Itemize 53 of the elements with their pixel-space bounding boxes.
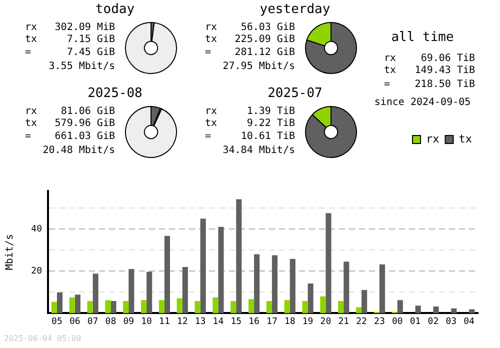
text: tx 149.43 TiB (384, 65, 475, 76)
text: rx 1.39 TiB (205, 106, 295, 117)
x-tick-label: 12 (176, 316, 188, 327)
text: rx 69.06 TiB (384, 53, 475, 64)
x-tick-label: 19 (302, 316, 314, 327)
text: tx 7.15 GiB (25, 34, 115, 45)
x-tick-label: 07 (87, 316, 98, 327)
x-tick-label: 10 (141, 316, 152, 327)
x-tick-label: 09 (123, 316, 134, 327)
text: = 7.45 GiB (25, 47, 115, 58)
text: all time (390, 30, 455, 45)
text: rx 302.09 MiB (25, 22, 115, 33)
x-tick-label: 08 (105, 316, 116, 327)
text: = 218.50 TiB (384, 79, 475, 90)
x-tick-label: 23 (374, 316, 385, 327)
chart-title: today (94, 2, 136, 17)
chart-title: 2025-08 (86, 86, 144, 101)
text: tx 9.22 TiB (205, 118, 295, 129)
text: tx 579.96 GiB (25, 118, 115, 129)
x-tick-label: 02 (428, 316, 439, 327)
x-tick-label: 11 (159, 316, 170, 327)
y-axis-title: Mbit/s (4, 234, 16, 270)
x-tick-label: 03 (446, 316, 457, 327)
x-tick-label: 04 (464, 316, 474, 327)
y-tick-label: 40 (31, 224, 42, 234)
x-tick-label: 20 (320, 316, 332, 327)
legend-label: rx (426, 132, 440, 146)
x-tick-label: 17 (266, 316, 278, 327)
text: rx 56.03 GiB (205, 22, 295, 33)
text: 27.95 Mbit/s (222, 61, 295, 72)
text: = 661.03 GiB (25, 131, 115, 142)
text: 20.48 Mbit/s (42, 145, 115, 156)
x-tick-label: 18 (284, 316, 296, 327)
x-tick-label: 01 (410, 316, 421, 327)
text: 3.55 Mbit/s (48, 61, 115, 72)
text: since 2024-09-05 (373, 97, 472, 108)
x-tick-label: 14 (212, 316, 224, 327)
text: = 281.12 GiB (205, 47, 295, 58)
text: = 10.61 TiB (205, 131, 295, 142)
text: rx 81.06 GiB (25, 106, 115, 117)
x-tick-label: 13 (194, 316, 206, 327)
legend-label: tx (458, 132, 472, 146)
chart-title: 2025-07 (266, 86, 324, 101)
x-tick-label: 00 (392, 316, 403, 327)
x-tick-label: 06 (69, 316, 80, 327)
x-tick-label: 15 (230, 316, 242, 327)
x-tick-label: 16 (248, 316, 260, 327)
chart-title: yesterday (258, 2, 332, 17)
x-tick-label: 21 (338, 316, 350, 327)
text: tx 225.09 GiB (205, 34, 295, 45)
x-tick-label: 05 (52, 316, 62, 327)
text: 34.84 Mbit/s (222, 145, 295, 156)
x-tick-label: 22 (356, 316, 367, 327)
